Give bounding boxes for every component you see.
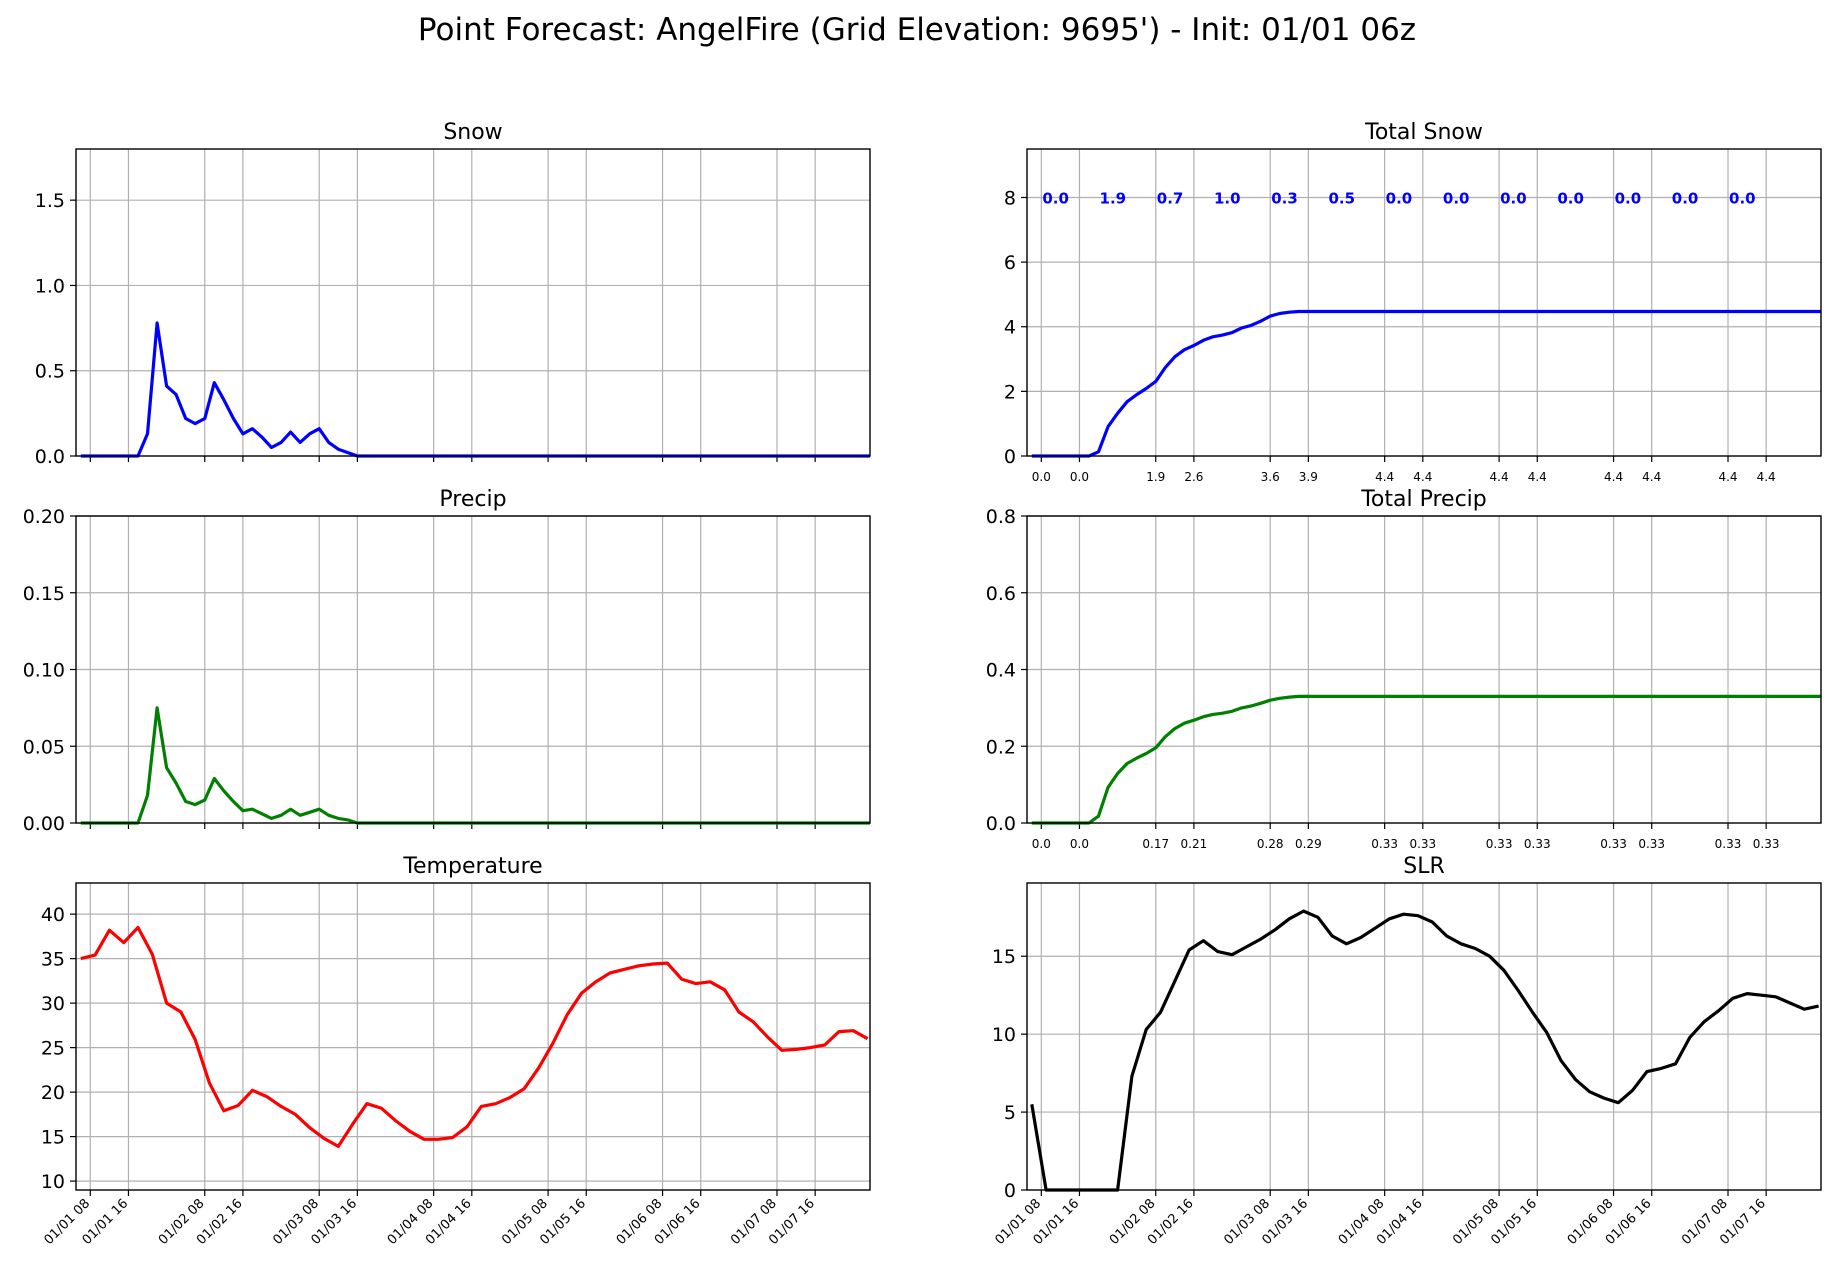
series-line (1031, 694, 1821, 825)
running-total-label: 0.33 (1524, 837, 1551, 851)
series-line (80, 925, 869, 1148)
y-tick-label: 15 (41, 1127, 65, 1149)
y-tick-label: 25 (41, 1038, 65, 1060)
running-total-label: 0.33 (1371, 837, 1398, 851)
running-total-label: 4.4 (1718, 470, 1737, 484)
series-line (1031, 309, 1821, 458)
y-tick-label: 20 (41, 1082, 65, 1104)
chart-total_precip: Total Precip 0.0 0.2 0.4 0.6 0.8 0.0 0.0 0.17 0.2… (986, 487, 1822, 851)
increment-label: 0.0 (1500, 189, 1527, 207)
running-total-label: 4.4 (1604, 470, 1623, 484)
chart-title: Total Precip (1360, 487, 1487, 512)
running-total-label: 4.4 (1413, 470, 1432, 484)
figure-title: Point Forecast: AngelFire (Grid Elevatio… (418, 12, 1416, 48)
increment-label: 0.0 (1672, 189, 1699, 207)
plot-frame (1026, 882, 1822, 1191)
chart-title: SLR (1403, 854, 1445, 879)
y-tick-label: 40 (41, 904, 65, 926)
running-total-label: 3.9 (1299, 470, 1318, 484)
plot-frame (75, 515, 871, 824)
running-total-label: 0.33 (1409, 837, 1436, 851)
running-total-label: 3.6 (1261, 470, 1280, 484)
y-tick-label: 0.00 (23, 813, 65, 835)
chart-title: Total Snow (1364, 120, 1483, 145)
y-tick-label: 4 (1004, 317, 1016, 339)
y-tick-label: 0 (1004, 446, 1016, 468)
running-total-label: 4.4 (1757, 470, 1776, 484)
running-total-label: 4.4 (1375, 470, 1394, 484)
y-tick-label: 2 (1004, 381, 1016, 403)
chart-precip: Precip 0.00 0.05 0.10 0.15 0.20 (23, 487, 871, 835)
y-tick-label: 15 (992, 946, 1016, 968)
y-tick-label: 30 (41, 993, 65, 1015)
y-tick-label: 0.0 (35, 446, 65, 468)
y-tick-label: 0.4 (986, 660, 1016, 682)
running-total-label: 2.6 (1184, 470, 1203, 484)
y-tick-label: 8 (1004, 187, 1016, 209)
y-tick-label: 0.15 (23, 583, 65, 605)
series-line (80, 321, 870, 458)
running-total-label: 0.0 (1070, 470, 1089, 484)
running-total-label: 0.33 (1638, 837, 1665, 851)
running-total-label: 0.33 (1600, 837, 1627, 851)
panels: Snow 0.0 0.5 1.0 1.5 Total Snow 0 2 4 6 8 0.0 1.9 0.7… (23, 120, 1822, 1248)
running-total-label: 1.9 (1146, 470, 1165, 484)
plot-frame (75, 882, 871, 1191)
increment-label: 1.0 (1214, 189, 1241, 207)
running-total-label: 0.29 (1295, 837, 1322, 851)
running-total-label: 0.33 (1753, 837, 1780, 851)
running-total-label: 0.0 (1032, 837, 1051, 851)
series-line (1030, 909, 1819, 1192)
running-total-label: 0.0 (1032, 470, 1051, 484)
running-total-label: 4.4 (1490, 470, 1509, 484)
running-total-label: 4.4 (1528, 470, 1547, 484)
running-total-label: 4.4 (1642, 470, 1661, 484)
increment-label: 0.0 (1443, 189, 1470, 207)
running-total-label: 0.0 (1070, 837, 1089, 851)
increment-label: 0.0 (1729, 189, 1756, 207)
chart-snow: Snow 0.0 0.5 1.0 1.5 (35, 120, 871, 468)
y-tick-label: 5 (1004, 1102, 1016, 1124)
y-tick-label: 1.5 (35, 190, 65, 212)
y-tick-label: 0 (1004, 1180, 1016, 1202)
running-total-label: 0.33 (1486, 837, 1513, 851)
y-tick-label: 1.0 (35, 275, 65, 297)
y-tick-label: 6 (1004, 252, 1016, 274)
increment-label: 0.7 (1157, 189, 1184, 207)
running-total-label: 0.17 (1142, 837, 1169, 851)
y-tick-label: 0.05 (23, 736, 65, 758)
plot-frame (75, 148, 871, 457)
y-tick-label: 0.20 (23, 506, 65, 528)
plot-frame (1026, 515, 1822, 824)
y-tick-label: 0.8 (986, 506, 1016, 528)
increment-label: 0.3 (1271, 189, 1298, 207)
chart-title: Snow (443, 120, 502, 145)
y-tick-label: 10 (41, 1171, 65, 1193)
chart-title: Precip (439, 487, 506, 512)
chart-title: Temperature (402, 854, 542, 879)
increment-label: 1.9 (1100, 189, 1127, 207)
increment-label: 0.0 (1042, 189, 1069, 207)
y-tick-label: 0.10 (23, 660, 65, 682)
increment-label: 0.0 (1615, 189, 1642, 207)
plot-frame (1026, 148, 1822, 457)
running-total-label: 0.28 (1257, 837, 1284, 851)
y-tick-label: 0.5 (35, 361, 65, 383)
y-tick-label: 35 (41, 949, 65, 971)
increment-label: 0.0 (1557, 189, 1584, 207)
y-tick-label: 10 (992, 1024, 1016, 1046)
y-tick-label: 0.2 (986, 736, 1016, 758)
running-total-label: 0.33 (1715, 837, 1742, 851)
chart-total_snow: Total Snow 0 2 4 6 8 0.0 1.9 0.7 1.0 0.3 0.5 0.0 0.0 0… (1004, 120, 1822, 484)
y-tick-label: 0.6 (986, 583, 1016, 605)
running-total-label: 0.21 (1181, 837, 1208, 851)
series-line (80, 706, 870, 825)
increment-label: 0.5 (1328, 189, 1355, 207)
y-tick-label: 0.0 (986, 813, 1016, 835)
increment-label: 0.0 (1386, 189, 1413, 207)
